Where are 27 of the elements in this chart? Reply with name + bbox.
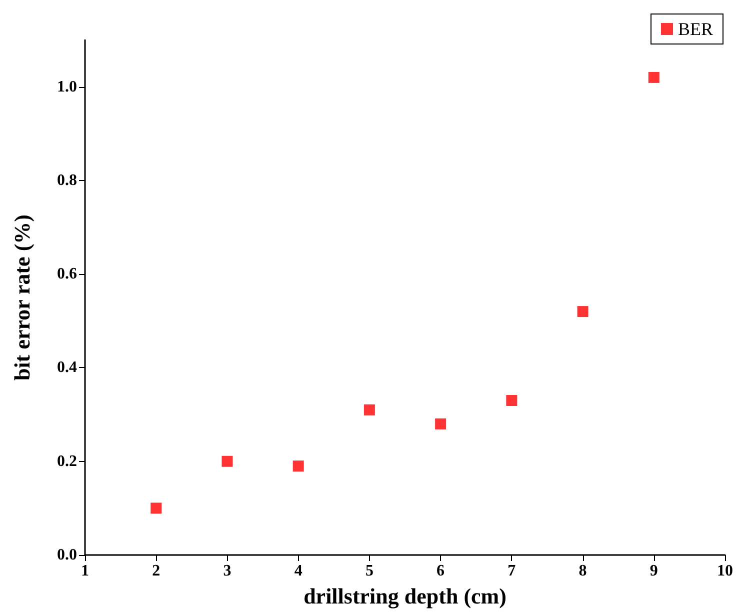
y-tick-label: 0.2 [57, 452, 77, 470]
x-tick-label: 5 [365, 562, 374, 580]
y-tick-label: 0.4 [57, 359, 77, 376]
x-tick-label: 2 [152, 562, 160, 580]
y-tick-label: 1.0 [57, 78, 77, 96]
point [506, 395, 518, 406]
point [648, 72, 660, 83]
x-tick-label: 4 [294, 562, 302, 580]
x-tick-label: 10 [717, 562, 733, 580]
y-tick-label: 0.0 [57, 546, 77, 564]
point [364, 404, 375, 416]
x-tick-label: 9 [650, 562, 658, 580]
point [577, 306, 588, 318]
x-tick-label: 8 [578, 562, 587, 580]
point [435, 418, 446, 430]
point [292, 460, 304, 472]
x-tick-label: 7 [508, 562, 516, 580]
y-tick-label: 0.6 [57, 266, 77, 283]
point [150, 502, 162, 514]
y-axis-title: bit error rate (%) [10, 214, 34, 380]
x-axis-title: drillstring depth (cm) [304, 584, 506, 608]
x-tick-label: 3 [223, 562, 232, 580]
x-tick-label: 6 [436, 562, 445, 580]
x-tick-label: 1 [81, 562, 89, 580]
legend-label: BER [678, 19, 714, 39]
point [222, 456, 233, 467]
y-tick-label: 0.8 [57, 172, 77, 189]
